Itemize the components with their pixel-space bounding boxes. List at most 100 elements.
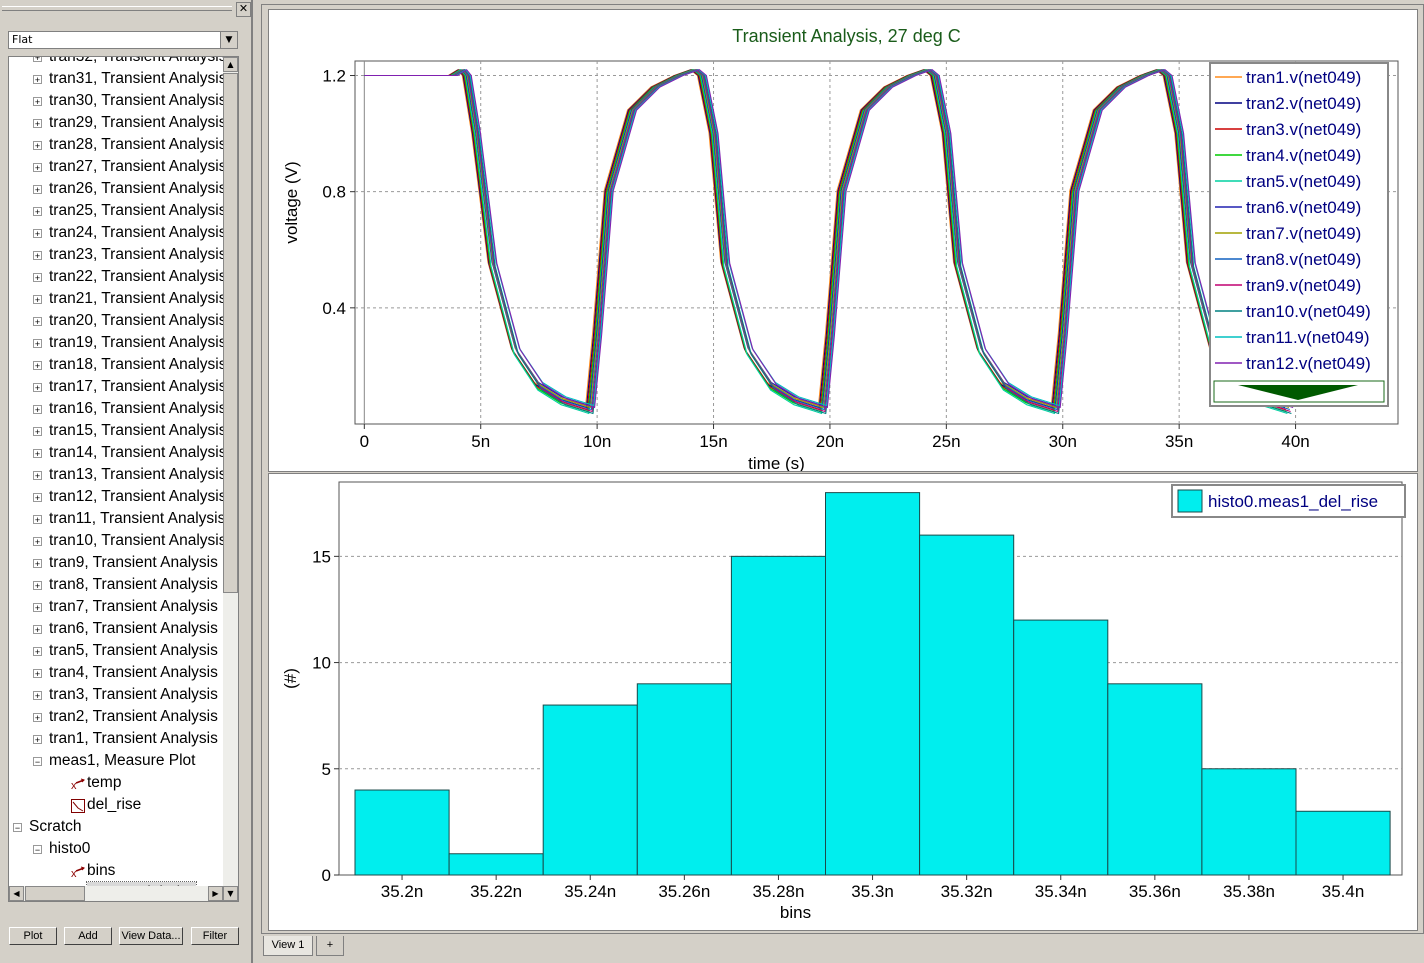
x-tick-label: 35.38n (1223, 882, 1275, 901)
x-axis-label: time (s) (748, 454, 805, 471)
x-tick-label: 35.2n (381, 882, 424, 901)
transient-plot-panel[interactable]: Transient Analysis, 27 deg C 0 5n 10n 15n 20n… (268, 9, 1418, 473)
tree-item-label: tran14, Transient Analysis (49, 444, 227, 461)
expand-icon[interactable]: + (33, 141, 42, 151)
plot-button[interactable]: Plot (9, 927, 57, 945)
tree-item-label: tran17, Transient Analysis (49, 378, 227, 395)
expand-icon[interactable]: + (33, 273, 42, 283)
legend-entry: tran8.v(net049) (1246, 250, 1361, 269)
collapse-icon[interactable]: − (33, 757, 42, 767)
y-tick-label: 15 (312, 547, 331, 566)
scalar-icon: x (71, 864, 85, 880)
tree-item-label: tran11, Transient Analysis (49, 510, 226, 527)
expand-icon[interactable]: + (33, 75, 42, 85)
tree-item-label: tran3, Transient Analysis (49, 686, 218, 703)
add-button[interactable]: Add (64, 927, 112, 945)
expand-icon[interactable]: + (33, 625, 42, 635)
histogram-bar (636, 683, 732, 876)
waveform-icon (71, 798, 85, 813)
scroll-up-icon[interactable]: ▲ (223, 57, 238, 72)
expand-icon[interactable]: + (33, 207, 42, 217)
tree-item-label: tran16, Transient Analysis (49, 400, 227, 417)
tree-horizontal-scrollbar[interactable]: ◀ ▶ (9, 886, 223, 901)
tree-item-label: tran5, Transient Analysis (49, 642, 218, 659)
expand-icon[interactable]: + (33, 251, 42, 261)
expand-icon[interactable]: + (33, 449, 42, 459)
scroll-thumb[interactable] (223, 73, 238, 593)
x-tick-label: 5n (471, 432, 490, 451)
scroll-thumb[interactable] (25, 886, 85, 901)
results-tree[interactable]: + tran32, Transient Analysis + tran31, Tran… (8, 56, 239, 902)
tree-item-label: tran12, Transient Analysis (49, 488, 227, 505)
legend-entry: tran7.v(net049) (1246, 224, 1361, 243)
expand-icon[interactable]: + (33, 361, 42, 371)
x-tick-label: 35.36n (1129, 882, 1181, 901)
expand-icon[interactable]: + (33, 57, 42, 63)
expand-icon[interactable]: + (33, 295, 42, 305)
x-tick-label: 20n (816, 432, 844, 451)
waveforms (364, 69, 1294, 415)
expand-icon[interactable]: + (33, 317, 42, 327)
tree-item-label: tran7, Transient Analysis (49, 598, 218, 615)
tree-item-label: tran22, Transient Analysis (49, 268, 227, 285)
tree-item-label: tran1, Transient Analysis (49, 730, 218, 747)
expand-icon[interactable]: + (33, 713, 42, 723)
expand-icon[interactable]: + (33, 471, 42, 481)
view-data-button[interactable]: View Data... (119, 927, 183, 945)
collapse-icon[interactable]: − (33, 845, 42, 855)
expand-icon[interactable]: + (33, 647, 42, 657)
legend-entry: tran4.v(net049) (1246, 146, 1361, 165)
histogram-plot-panel[interactable]: 0 5 10 15 35.2n 35.22n 35.24n 35.26n 35.28n 35.3n… (268, 473, 1418, 931)
view-mode-select[interactable]: Flat ▼ (8, 31, 238, 49)
svg-text:x: x (71, 780, 77, 791)
expand-icon[interactable]: + (33, 603, 42, 613)
close-icon[interactable]: ✕ (236, 2, 251, 17)
chevron-down-icon[interactable]: ▼ (220, 32, 237, 48)
expand-icon[interactable]: + (33, 185, 42, 195)
x-tick-label: 35.24n (564, 882, 616, 901)
x-tick-label: 30n (1049, 432, 1077, 451)
expand-icon[interactable]: + (33, 97, 42, 107)
tree-item-label: tran23, Transient Analysis (49, 246, 227, 263)
expand-icon[interactable]: + (33, 581, 42, 591)
collapse-icon[interactable]: − (13, 823, 22, 833)
chart-title: Transient Analysis, 27 deg C (732, 26, 960, 46)
tree-item-label: tran8, Transient Analysis (49, 576, 218, 593)
tree-item-label: tran28, Transient Analysis (49, 136, 227, 153)
expand-icon[interactable]: + (33, 383, 42, 393)
expand-icon[interactable]: + (33, 537, 42, 547)
transient-chart[interactable]: Transient Analysis, 27 deg C 0 5n 10n 15n 20n… (269, 10, 1417, 473)
expand-icon[interactable]: + (33, 735, 42, 745)
expand-icon[interactable]: + (33, 515, 42, 525)
series-line-12 (364, 69, 1294, 409)
scroll-right-icon[interactable]: ▶ (208, 886, 223, 901)
expand-icon[interactable]: + (33, 691, 42, 701)
expand-icon[interactable]: + (33, 163, 42, 173)
tree-item-label: tran27, Transient Analysis (49, 158, 227, 175)
scroll-left-icon[interactable]: ◀ (9, 886, 24, 901)
add-tab-button[interactable]: + (316, 936, 344, 956)
tab-view1[interactable]: View 1 (263, 936, 313, 956)
expand-icon[interactable]: + (33, 493, 42, 503)
legend-entry: tran6.v(net049) (1246, 198, 1361, 217)
histogram-bar (730, 555, 826, 876)
tree-item-label: tran32, Transient Analysis (49, 56, 227, 65)
legend-more-button[interactable] (1213, 380, 1385, 403)
expand-icon[interactable]: + (33, 339, 42, 349)
expand-icon[interactable]: + (33, 405, 42, 415)
tree-item-label: tran6, Transient Analysis (49, 620, 218, 637)
tree-item-label: tran19, Transient Analysis (49, 334, 227, 351)
y-tick-label: 0 (322, 866, 331, 885)
filter-button[interactable]: Filter (191, 927, 239, 945)
expand-icon[interactable]: + (33, 559, 42, 569)
expand-icon[interactable]: + (33, 119, 42, 129)
expand-icon[interactable]: + (33, 669, 42, 679)
panel-grip[interactable] (2, 6, 232, 11)
tree-item-label: tran10, Transient Analysis (49, 532, 227, 549)
expand-icon[interactable]: + (33, 427, 42, 437)
scroll-down-icon[interactable]: ▼ (223, 886, 238, 901)
tree-vertical-scrollbar[interactable]: ▲ ▼ (223, 57, 238, 901)
y-axis-label: (#) (281, 668, 300, 689)
expand-icon[interactable]: + (33, 229, 42, 239)
histogram-chart[interactable]: 0 5 10 15 35.2n 35.22n 35.24n 35.26n 35.28n 35.3n… (269, 474, 1417, 930)
